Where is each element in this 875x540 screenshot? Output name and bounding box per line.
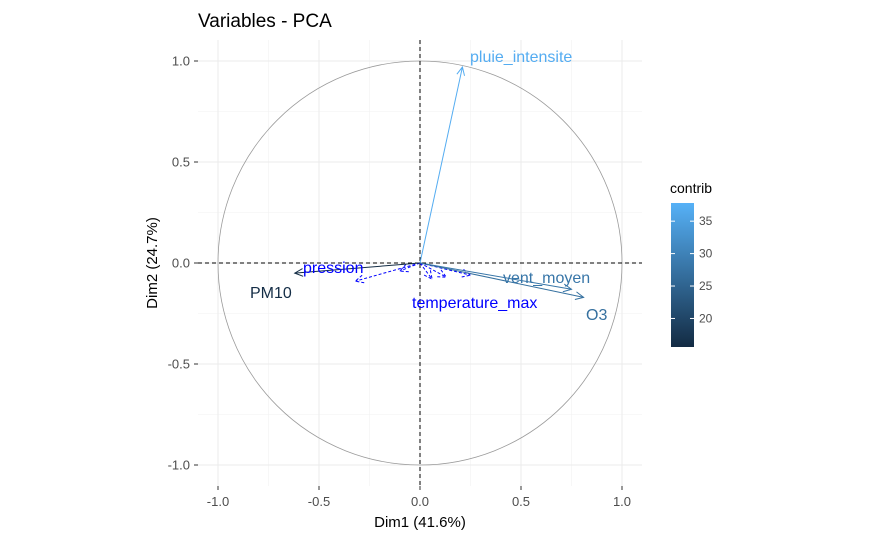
axis-ticks: -1.0 -0.5 0.0 0.5 1.0 1.0 0.5 0.0 -0.5 -1.0 [168, 54, 631, 510]
y-axis-title: Dim2 (24.7%) [144, 217, 161, 309]
x-tick-label: -1.0 [207, 494, 229, 509]
y-tick-label: 1.0 [172, 54, 190, 69]
legend-colorbar [671, 203, 694, 347]
supplementary-arrow [419, 262, 448, 278]
variable-label: vent_moyen [503, 270, 590, 287]
supplementary-variable-label: pression [303, 260, 363, 277]
legend-tick-label: 25 [699, 279, 713, 293]
supplementary-arrow [419, 262, 433, 281]
legend-tick-label: 30 [699, 247, 713, 261]
supplementary-arrow [354, 262, 421, 284]
legend-tick-label: 35 [699, 214, 713, 228]
x-tick-label: -0.5 [308, 494, 330, 509]
y-tick-label: -0.5 [168, 357, 190, 372]
y-tick-label: 0.5 [172, 155, 190, 170]
x-tick-label: 1.0 [613, 494, 631, 509]
variable-label: pluie_intensite [470, 49, 572, 66]
x-axis-title: Dim1 (41.6%) [374, 514, 466, 531]
y-tick-label: -1.0 [168, 458, 190, 473]
variable-labels: pluie_intensite vent_moyen O3 PM10 pression t… [250, 49, 607, 324]
supplementary-variable-label: temperature_max [412, 295, 537, 312]
zero-lines [198, 40, 642, 486]
variable-label: O3 [586, 307, 607, 324]
supplementary-arrow [398, 262, 421, 273]
legend-title: contrib [670, 180, 712, 196]
active-arrow [293, 262, 421, 277]
legend-ticks: 20 25 30 35 [671, 214, 713, 325]
x-tick-label: 0.0 [411, 494, 429, 509]
y-tick-label: 0.0 [172, 256, 190, 271]
active-arrow [419, 262, 573, 293]
x-tick-label: 0.5 [512, 494, 530, 509]
active-arrow [419, 65, 466, 264]
chart-title: Variables - PCA [198, 11, 332, 32]
active-arrow [419, 262, 585, 300]
variable-label: PM10 [250, 285, 292, 302]
variable-arrows [293, 65, 585, 300]
contrib-legend: contrib 20 25 30 35 [670, 180, 713, 347]
legend-tick-label: 20 [699, 311, 713, 325]
